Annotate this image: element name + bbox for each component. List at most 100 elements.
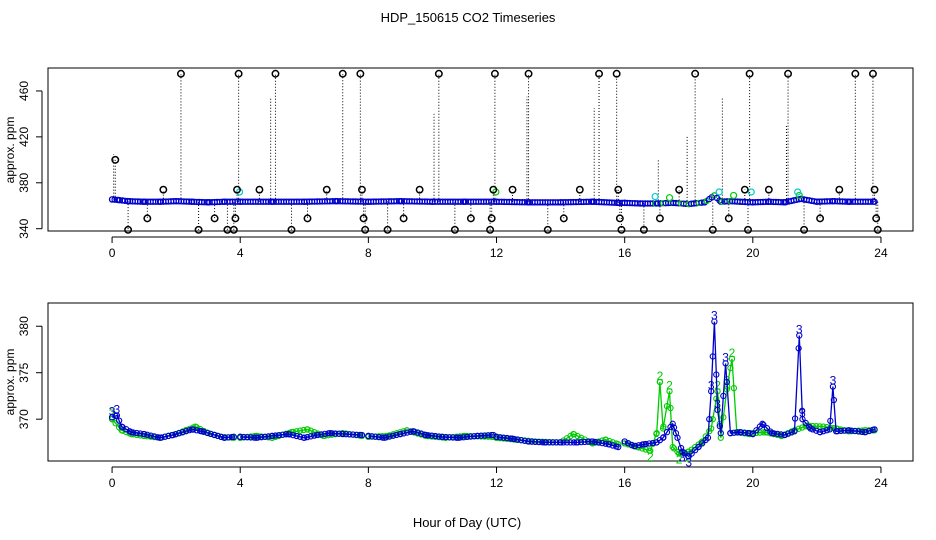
series-point: [493, 433, 500, 440]
outlier-point: [691, 69, 700, 78]
series-point: [172, 431, 179, 438]
series-point: [422, 431, 430, 439]
x-tick-label: 24: [874, 246, 888, 260]
outlier-point: [489, 185, 498, 194]
series-point: [674, 434, 681, 441]
series-key-label: 3: [796, 323, 803, 337]
series-point: [301, 434, 308, 441]
outlier-point: [835, 185, 844, 194]
outlier-point: [745, 69, 754, 78]
outlier-point: [655, 214, 664, 223]
series-point: [496, 434, 504, 441]
series-point: [414, 429, 421, 436]
series-point: [695, 443, 702, 450]
series-point: [144, 431, 151, 438]
series-point: [589, 438, 596, 445]
outlier-point: [383, 225, 392, 234]
series-point: [669, 420, 676, 427]
series-point: [560, 439, 567, 446]
series-point: [307, 433, 314, 440]
series-point: [753, 427, 760, 434]
x-tick-label: 24: [874, 476, 888, 490]
series-line: [752, 335, 875, 436]
series-point: [713, 395, 720, 402]
series-point: [119, 427, 126, 434]
series-point: [567, 439, 574, 446]
top-plot-axes: 0 4 8 12 16 20 24 340 380 420 460: [17, 81, 888, 260]
outlier-point: [434, 69, 443, 78]
series-point: [463, 433, 471, 441]
series-point: [470, 433, 478, 440]
chart-title: HDP_150615 CO2 Timeseries: [381, 10, 556, 25]
series-point: [660, 434, 667, 441]
outlier-point: [415, 185, 424, 194]
series-point: [456, 434, 464, 441]
outlier-point: [873, 225, 882, 234]
outlier-point: [356, 69, 365, 78]
series-key-label: 3: [679, 451, 686, 465]
series-point: [595, 439, 602, 446]
series-point: [332, 430, 339, 437]
series-point: [510, 435, 518, 443]
series-point: [179, 429, 186, 436]
series-line: [624, 321, 750, 458]
series-point: [632, 442, 639, 450]
x-tick-label: 8: [365, 476, 372, 490]
outlier-point: [675, 185, 684, 194]
series-point: [140, 430, 148, 438]
series-point: [829, 383, 837, 390]
series-point: [211, 431, 218, 439]
series-point: [826, 426, 833, 433]
series-key-label: 2: [666, 378, 673, 392]
series-point: [709, 416, 716, 423]
series-key-label: 3: [722, 350, 729, 364]
series-key-label: 3: [708, 378, 715, 392]
series-point: [397, 430, 404, 438]
x-tick-label: 8: [365, 246, 372, 260]
series-point: [557, 439, 564, 446]
series-point: [759, 420, 766, 427]
series-point: [855, 428, 862, 435]
x-tick-label: 12: [490, 476, 504, 490]
outlier-point: [575, 185, 584, 194]
series-key-label: 3: [799, 406, 806, 420]
x-axis-label: Hour of Day (UTC): [413, 515, 521, 530]
baseline-point: [715, 188, 723, 196]
series-point: [304, 426, 311, 433]
series-point: [781, 431, 789, 439]
series-point: [606, 441, 613, 448]
outlier-point: [486, 225, 495, 234]
series-point: [820, 428, 827, 435]
series-point: [621, 438, 628, 445]
series-point: [474, 432, 481, 440]
series-point: [147, 432, 154, 439]
y-tick-label: 375: [17, 362, 31, 382]
outlier-point: [816, 214, 825, 223]
top-panel: 0 4 8 12 16 20 24 340 380 420 460 approx. ppm: [3, 67, 914, 260]
series-point: [539, 439, 546, 446]
series-key-label: 2: [657, 369, 664, 383]
outlier-point: [872, 214, 881, 223]
series-point: [221, 434, 228, 441]
series-point: [734, 429, 741, 436]
bottom-y-axis-label: approx. ppm: [3, 349, 17, 416]
series-point: [314, 431, 321, 439]
outlier-point: [159, 185, 168, 194]
series-point: [722, 360, 729, 367]
series-point: [699, 440, 706, 447]
series-point: [749, 430, 756, 438]
series-point: [477, 432, 485, 439]
x-tick-label: 12: [490, 246, 504, 260]
y-tick-label: 460: [17, 81, 31, 101]
x-tick-label: 16: [618, 476, 632, 490]
series-point: [553, 439, 560, 446]
series-point: [189, 426, 197, 433]
y-tick-label: 340: [17, 218, 31, 238]
outlier-point: [255, 185, 264, 194]
outlier-point: [234, 69, 243, 78]
outlier-point: [322, 185, 331, 194]
series-point: [165, 432, 172, 440]
outlier-point: [177, 69, 185, 78]
series-point: [581, 438, 588, 446]
